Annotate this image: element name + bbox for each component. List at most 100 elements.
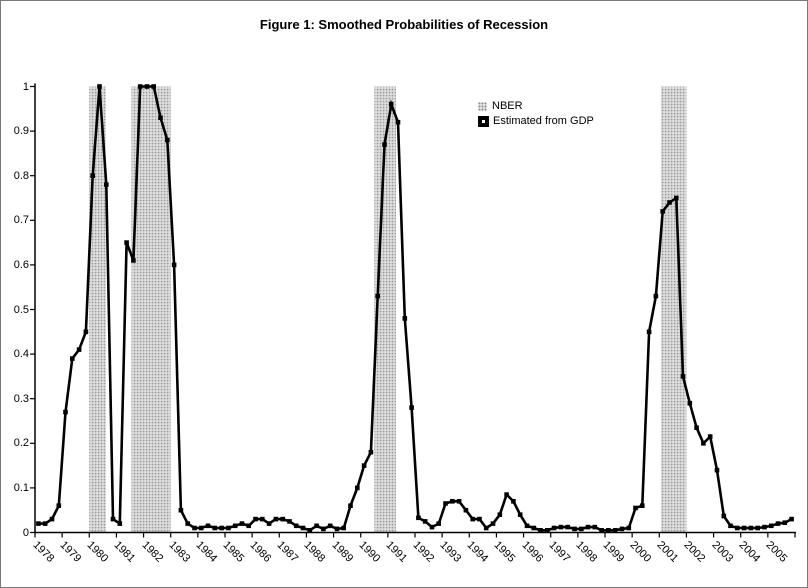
data-point-marker — [219, 525, 224, 531]
data-point-marker — [721, 513, 727, 519]
data-point-marker — [293, 523, 299, 529]
data-point-marker — [321, 526, 326, 532]
data-point-marker — [748, 525, 754, 531]
y-tick-label: 0.5 — [13, 303, 29, 316]
data-point-marker — [456, 499, 462, 504]
data-point-marker — [287, 519, 292, 524]
data-point-marker — [633, 505, 638, 511]
data-point-marker — [97, 84, 102, 89]
data-point-marker — [131, 258, 136, 263]
data-point-marker — [246, 523, 251, 529]
y-tick-label: 1 — [22, 80, 29, 93]
data-point-marker — [612, 528, 618, 533]
data-point-marker — [83, 329, 89, 335]
data-point-marker — [110, 516, 116, 522]
data-point-marker — [368, 449, 374, 455]
data-point-marker — [511, 499, 516, 504]
data-point-marker — [483, 525, 489, 531]
data-point-marker — [192, 525, 197, 531]
data-point-marker — [151, 84, 156, 89]
data-point-marker — [165, 137, 170, 143]
data-point-marker — [735, 525, 740, 531]
data-point-marker — [158, 115, 163, 120]
data-point-marker — [565, 524, 570, 530]
data-point-marker — [104, 182, 109, 187]
data-point-marker — [714, 467, 720, 473]
legend-item-nber: NBER — [478, 100, 594, 112]
data-point-marker — [755, 525, 760, 531]
data-point-marker — [497, 512, 503, 517]
data-point-marker — [395, 119, 401, 125]
data-point-marker — [232, 523, 238, 529]
legend-label-gdp: Estimated from GDP — [493, 115, 594, 127]
data-point-marker — [687, 400, 693, 406]
y-tick-label: 0.8 — [13, 169, 29, 182]
data-point-marker — [626, 525, 632, 531]
data-point-marker — [375, 293, 380, 299]
y-tick-label: 0.3 — [13, 392, 29, 405]
data-point-marker — [531, 525, 537, 531]
legend-item-gdp: Estimated from GDP — [478, 115, 594, 127]
nber-recession-bands — [89, 86, 687, 533]
y-tick-label: 0.4 — [13, 348, 29, 361]
data-point-marker — [266, 521, 272, 526]
data-point-marker — [42, 521, 48, 526]
data-point-marker — [538, 528, 543, 533]
data-point-marker — [239, 521, 245, 526]
figure-title: Figure 1: Smoothed Probabilities of Rece… — [259, 17, 549, 32]
data-point-marker — [680, 374, 686, 379]
data-point-marker — [70, 356, 75, 361]
data-point-marker — [436, 521, 441, 526]
data-point-marker — [450, 499, 455, 504]
data-point-marker — [694, 425, 699, 430]
data-point-marker — [280, 516, 285, 522]
data-point-marker — [198, 525, 204, 531]
data-point-marker — [674, 195, 679, 201]
y-tick-label: 0.6 — [13, 258, 29, 271]
y-tick-label: 0.1 — [13, 481, 29, 494]
data-point-marker — [443, 501, 448, 506]
data-point-marker — [762, 524, 767, 530]
data-point-marker — [137, 84, 143, 89]
y-tick-label: 0.9 — [13, 125, 29, 138]
data-point-marker — [592, 524, 598, 530]
data-point-marker — [56, 503, 62, 508]
data-point-marker — [728, 523, 733, 529]
data-point-marker — [416, 515, 421, 521]
data-point-marker — [273, 516, 279, 522]
data-point-marker — [579, 526, 584, 532]
nber-band-swatch-icon — [478, 101, 487, 111]
data-point-marker — [470, 516, 475, 522]
data-point-marker — [253, 516, 258, 522]
data-point-marker — [178, 507, 184, 513]
data-point-marker — [789, 516, 794, 522]
data-point-marker — [341, 525, 346, 531]
data-point-marker — [361, 463, 367, 468]
data-point-marker — [741, 525, 747, 531]
data-point-marker — [307, 528, 313, 533]
data-point-marker — [260, 516, 265, 522]
data-point-marker — [171, 262, 177, 268]
data-point-marker — [90, 173, 95, 178]
nber-band — [374, 86, 396, 533]
data-point-marker — [314, 523, 319, 529]
data-point-marker — [36, 521, 41, 526]
data-point-marker — [517, 512, 523, 517]
data-point-marker — [545, 528, 550, 533]
data-point-marker — [144, 84, 150, 89]
data-point-marker — [653, 293, 659, 299]
data-point-marker — [599, 528, 604, 533]
gdp-line-path — [38, 85, 793, 532]
data-point-marker — [606, 528, 611, 533]
data-point-marker — [769, 523, 774, 529]
nber-band — [89, 86, 106, 533]
data-point-marker — [409, 405, 414, 410]
data-point-marker — [585, 524, 591, 530]
data-point-marker — [300, 525, 306, 531]
data-point-marker — [117, 521, 123, 526]
data-point-marker — [63, 409, 68, 415]
data-point-marker — [355, 485, 360, 491]
nber-band — [660, 86, 687, 533]
data-point-marker — [640, 503, 645, 508]
